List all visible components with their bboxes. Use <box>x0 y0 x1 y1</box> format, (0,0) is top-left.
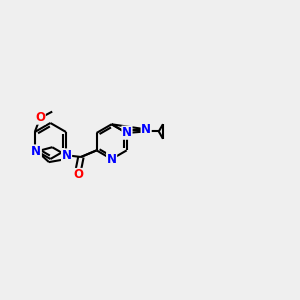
Text: N: N <box>31 145 41 158</box>
Text: N: N <box>61 149 71 162</box>
Text: O: O <box>73 169 83 182</box>
Text: N: N <box>141 123 151 136</box>
Text: N: N <box>106 153 117 166</box>
Text: O: O <box>35 111 45 124</box>
Text: N: N <box>122 126 132 139</box>
